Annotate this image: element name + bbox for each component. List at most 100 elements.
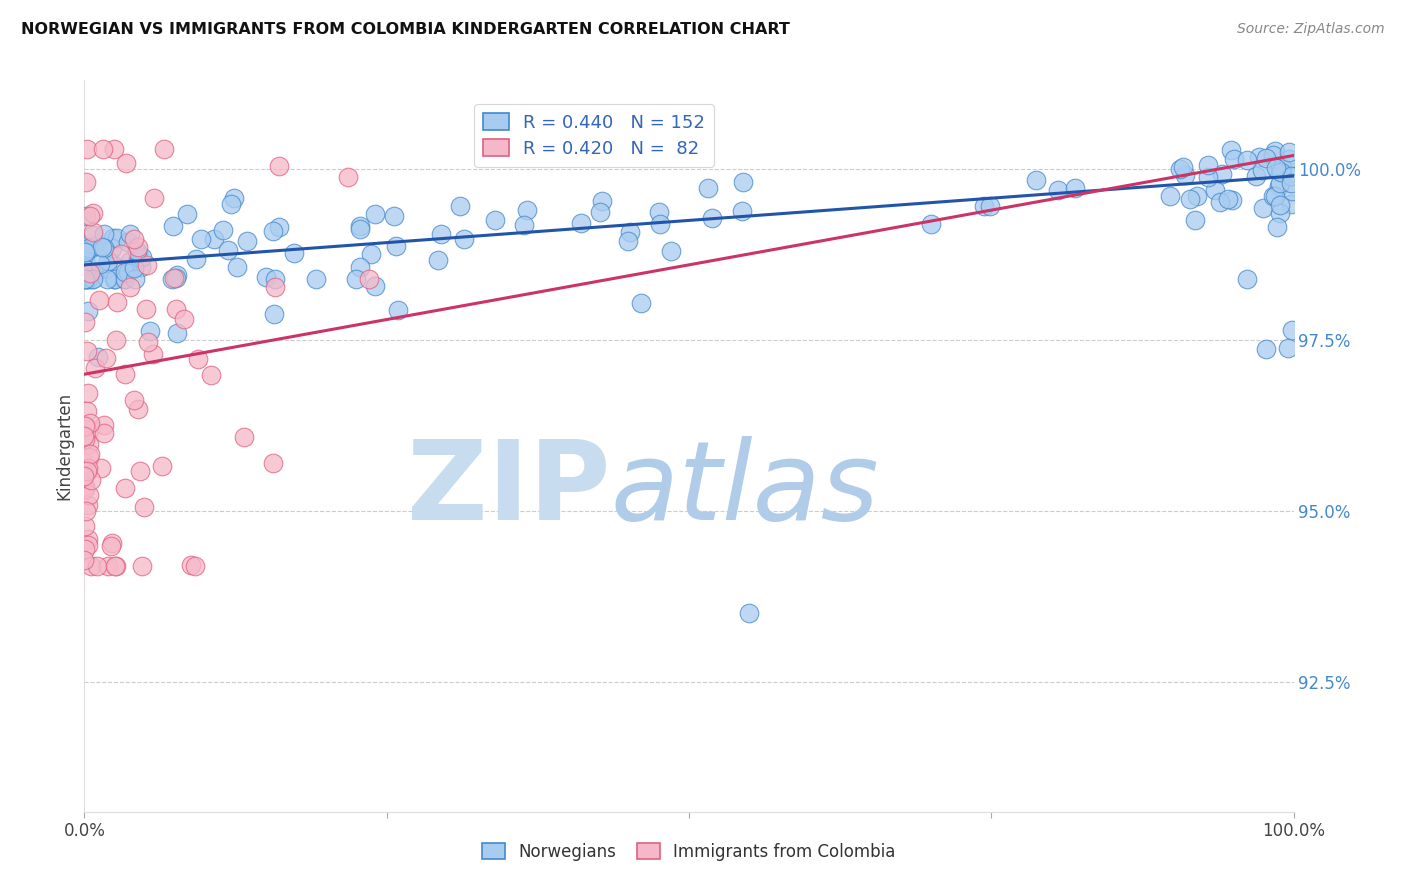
Point [91,142,114,156]
Point [112,271,135,285]
Point [349,219,371,233]
Point [1170,161,1192,176]
Point [619,225,641,239]
Point [176,207,198,221]
Point [1268,177,1291,191]
Point [93,227,115,242]
Point [93,241,115,255]
Point [1197,169,1219,184]
Point [979,199,1001,213]
Point [105,231,128,245]
Point [86,558,108,573]
Point [114,265,136,279]
Point [73,479,96,493]
Point [75,175,97,189]
Point [920,217,942,231]
Point [79,266,101,280]
Point [75,315,97,329]
Point [349,260,371,275]
Point [131,260,153,275]
Point [1197,158,1219,172]
Point [1264,189,1286,203]
Point [117,235,139,249]
Point [77,271,100,285]
Point [122,260,145,275]
Point [76,464,98,478]
Point [190,232,212,246]
Point [702,211,724,226]
Point [363,207,385,221]
Point [430,227,453,242]
Point [104,558,127,573]
Point [233,430,256,444]
Point [738,607,761,621]
Text: Source: ZipAtlas.com: Source: ZipAtlas.com [1237,22,1385,37]
Point [1223,152,1246,166]
Point [1209,194,1232,209]
Point [262,224,284,238]
Point [263,307,285,321]
Point [105,294,128,309]
Point [114,367,136,381]
Point [103,271,125,285]
Point [267,220,290,235]
Point [124,232,146,246]
Point [1211,167,1233,181]
Point [76,271,98,285]
Point [101,241,124,255]
Point [127,251,149,265]
Point [87,351,110,365]
Point [1270,165,1292,179]
Point [1268,198,1291,212]
Point [77,450,100,464]
Point [89,257,111,271]
Point [114,482,136,496]
Point [127,246,149,260]
Point [222,191,245,205]
Point [91,240,114,254]
Point [135,302,157,317]
Point [77,460,100,475]
Point [187,351,209,366]
Point [1278,145,1301,160]
Point [200,368,222,382]
Point [101,231,124,245]
Point [153,142,176,156]
Point [165,270,187,285]
Point [163,270,186,285]
Point [1256,151,1278,165]
Point [76,304,98,318]
Point [160,271,183,285]
Point [648,217,671,231]
Point [1236,272,1258,286]
Point [1270,206,1292,220]
Point [264,279,287,293]
Point [184,252,207,266]
Point [73,244,96,259]
Point [100,257,122,271]
Point [96,271,118,285]
Point [84,264,107,278]
Point [305,271,328,285]
Point [103,142,125,156]
Point [73,552,96,566]
Point [569,216,592,230]
Point [93,418,115,433]
Point [77,436,100,450]
Point [79,421,101,435]
Point [1174,169,1197,183]
Point [1220,193,1243,207]
Point [180,558,202,573]
Point [731,175,754,189]
Point [79,416,101,430]
Point [1064,181,1087,195]
Point [283,245,305,260]
Point [80,271,103,285]
Point [1025,173,1047,187]
Point [114,156,136,170]
Point [254,270,277,285]
Point [659,244,682,258]
Point [82,227,104,242]
Point [344,271,367,285]
Point [1220,144,1243,158]
